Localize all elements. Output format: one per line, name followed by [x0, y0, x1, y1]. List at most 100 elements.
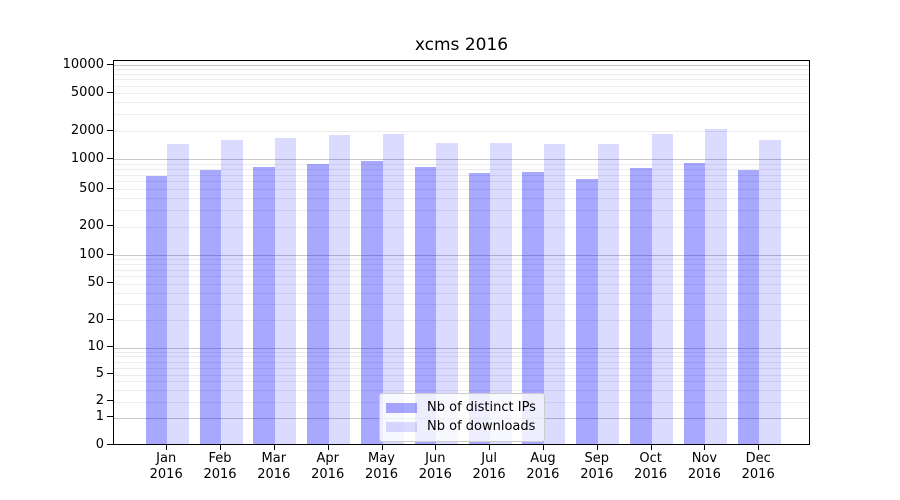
x-tick-mark	[273, 445, 275, 450]
y-tick-mark	[107, 253, 113, 255]
y-tick-mark	[107, 187, 113, 189]
y-tick-label: 10000	[62, 56, 104, 72]
gridline-minor	[114, 381, 809, 383]
bar-downloads	[543, 144, 566, 444]
bar-distinct-ips	[468, 172, 491, 444]
bar-distinct-ips	[630, 167, 652, 444]
x-tick-label: Jun 2016	[418, 451, 452, 482]
gridline-minor	[114, 374, 809, 376]
y-tick-mark	[107, 225, 113, 227]
x-tick-label: Jul 2016	[472, 451, 506, 482]
bar-distinct-ips	[199, 170, 221, 444]
y-tick-label: 500	[79, 180, 104, 196]
gridline-minor	[114, 389, 809, 391]
bar-distinct-ips	[253, 167, 275, 444]
y-tick-label: 10	[87, 339, 104, 355]
x-tick-label: Feb 2016	[203, 451, 237, 482]
gridline-minor	[114, 264, 809, 266]
y-tick-mark	[107, 157, 113, 159]
gridline-minor	[114, 163, 809, 165]
bar-downloads	[221, 140, 243, 444]
x-tick-mark	[650, 445, 652, 450]
x-tick-label: Apr 2016	[311, 451, 345, 482]
legend-swatch-downloads	[386, 422, 417, 432]
x-tick-label: May 2016	[364, 451, 399, 482]
gridline-minor	[114, 174, 809, 176]
bar-distinct-ips	[522, 171, 544, 444]
gridline-minor	[114, 114, 809, 116]
y-tick-mark	[107, 416, 113, 417]
bar-downloads	[382, 134, 404, 444]
bar-downloads	[436, 142, 458, 444]
bar-downloads	[490, 143, 512, 444]
x-tick-mark	[327, 445, 329, 450]
gridline-minor	[114, 93, 809, 94]
gridline-minor	[114, 210, 809, 212]
x-tick-mark	[489, 445, 491, 450]
y-tick-label: 5	[95, 366, 104, 381]
gridline-minor	[114, 259, 809, 261]
gridline-minor	[114, 102, 809, 104]
bar-downloads	[597, 144, 620, 444]
gridline-minor	[114, 79, 809, 81]
gridline-minor	[114, 85, 809, 87]
bar-downloads	[274, 138, 297, 444]
gridline-minor	[114, 131, 809, 132]
gridline-minor	[114, 303, 809, 305]
x-tick-label: Dec 2016	[741, 451, 775, 482]
x-tick-mark	[596, 445, 598, 450]
gridline-minor	[114, 69, 809, 71]
gridline-minor	[114, 226, 809, 228]
y-tick-label: 50	[87, 275, 104, 291]
x-tick-mark	[220, 445, 221, 450]
y-tick-label: 1000	[70, 150, 104, 166]
gridline-minor	[114, 361, 809, 363]
y-tick-mark	[107, 63, 113, 65]
chart-title: xcms 2016	[414, 35, 509, 55]
x-tick-mark	[381, 445, 383, 450]
x-tick-label: Mar 2016	[257, 451, 291, 482]
x-tick-label: Sep 2016	[580, 451, 614, 482]
gridline-minor	[114, 189, 809, 191]
legend: Nb of distinct IPs Nb of downloads	[379, 393, 545, 442]
gridline-major	[114, 255, 809, 256]
y-tick-mark	[107, 373, 113, 374]
bar-distinct-ips	[307, 163, 329, 444]
x-tick-mark	[542, 445, 544, 450]
y-tick-label: 0	[95, 436, 104, 452]
y-tick-mark	[107, 443, 113, 445]
gridline-minor	[114, 320, 809, 321]
gridline-major	[114, 159, 809, 160]
x-tick-label: Aug 2016	[526, 451, 560, 482]
bar-distinct-ips	[576, 178, 598, 444]
legend-item-downloads: Nb of downloads	[386, 419, 536, 435]
legend-item-distinct-ips: Nb of distinct IPs	[386, 400, 536, 416]
gridline-minor	[114, 367, 809, 369]
gridline-minor	[114, 198, 809, 200]
gridline-minor	[114, 356, 809, 358]
x-tick-label: Jan 2016	[149, 451, 183, 482]
y-tick-mark	[107, 318, 113, 320]
y-tick-mark	[107, 400, 113, 401]
bar-distinct-ips	[145, 175, 168, 444]
x-tick-label: Oct 2016	[634, 451, 668, 482]
bar-downloads	[328, 134, 351, 444]
bar-downloads	[167, 144, 189, 444]
y-tick-mark	[107, 282, 113, 284]
gridline-minor	[114, 168, 809, 170]
y-tick-label: 2000	[70, 122, 104, 138]
legend-swatch-distinct-ips	[386, 403, 417, 413]
x-tick-mark	[704, 445, 706, 450]
gridline-minor	[114, 292, 809, 294]
legend-label-downloads: Nb of downloads	[427, 419, 536, 434]
gridline-minor	[114, 181, 809, 183]
bar-distinct-ips	[683, 162, 706, 444]
bar-distinct-ips	[361, 160, 383, 444]
x-tick-label: Nov 2016	[687, 451, 721, 482]
y-tick-mark	[107, 129, 113, 131]
y-tick-label: 20	[87, 311, 104, 327]
bar-distinct-ips	[737, 170, 760, 444]
gridline-minor	[114, 276, 809, 278]
gridline-major	[114, 65, 809, 66]
